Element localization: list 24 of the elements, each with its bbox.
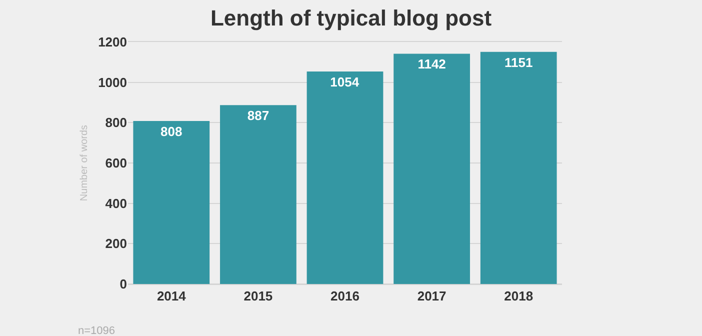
bar bbox=[133, 121, 210, 284]
text: n=1096 bbox=[78, 325, 116, 336]
data-label: 1054 bbox=[330, 74, 360, 90]
data-label: 808 bbox=[160, 124, 182, 140]
bar bbox=[394, 54, 470, 284]
y-tick-label: 1200 bbox=[98, 34, 127, 50]
data-label: 1151 bbox=[504, 54, 533, 70]
x-tick-label: 2017 bbox=[417, 288, 446, 304]
y-tick-label: 400 bbox=[105, 196, 127, 211]
y-tick-label: 200 bbox=[105, 236, 127, 252]
y-tick-label: 800 bbox=[105, 115, 127, 130]
data-label: 887 bbox=[247, 108, 270, 124]
data-label: 1142 bbox=[418, 56, 446, 72]
x-tick-label: 2016 bbox=[330, 288, 360, 304]
x-tick-label: 2015 bbox=[244, 288, 273, 304]
bar bbox=[220, 105, 296, 284]
x-tick-label: 2014 bbox=[156, 288, 187, 304]
chart-title: Length of typical blog post bbox=[210, 5, 492, 30]
x-tick-label: 2018 bbox=[504, 288, 534, 304]
y-tick-label: 600 bbox=[105, 156, 127, 171]
y-tick-label: 0 bbox=[120, 276, 127, 292]
bar bbox=[306, 71, 384, 284]
y-tick-label: 1000 bbox=[98, 74, 127, 90]
bar bbox=[480, 52, 557, 284]
